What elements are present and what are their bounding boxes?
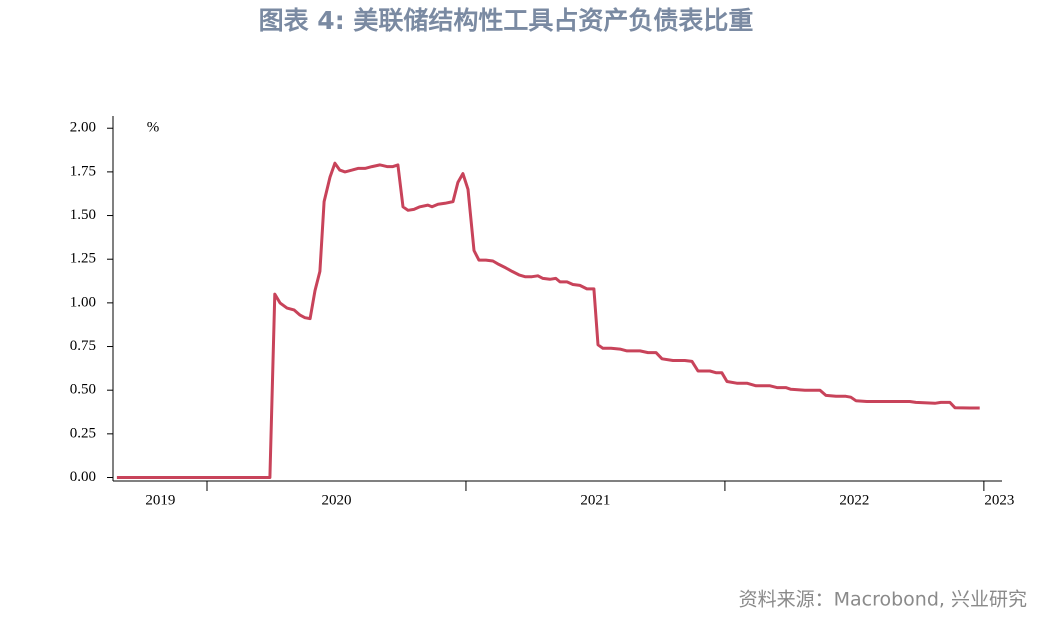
y-tick-label: 1.75: [70, 163, 96, 179]
y-tick-label: 0.75: [70, 338, 96, 354]
y-tick-label: 0.25: [70, 425, 96, 441]
y-tick-label: 0.50: [70, 382, 96, 398]
y-tick-label: 2.00: [70, 120, 96, 136]
y-tick-label: 1.25: [70, 251, 96, 267]
data-line: [116, 161, 980, 479]
x-tick-label: 2022: [839, 492, 869, 508]
source-note: 资料来源：Macrobond, 兴业研究: [739, 589, 1027, 611]
y-tick-label: 0.00: [70, 469, 96, 485]
x-tick-label: 2019: [145, 492, 175, 508]
x-tick-label: 2023: [984, 492, 1014, 508]
y-unit: %: [147, 119, 160, 135]
chart-title: 图表 4: 美联储结构性工具占资产负债表比重: [259, 6, 754, 35]
x-tick-label: 2020: [321, 492, 351, 508]
y-tick-label: 1.50: [70, 207, 96, 223]
x-tick-label: 2021: [580, 492, 610, 508]
y-tick-label: 1.00: [70, 294, 96, 310]
